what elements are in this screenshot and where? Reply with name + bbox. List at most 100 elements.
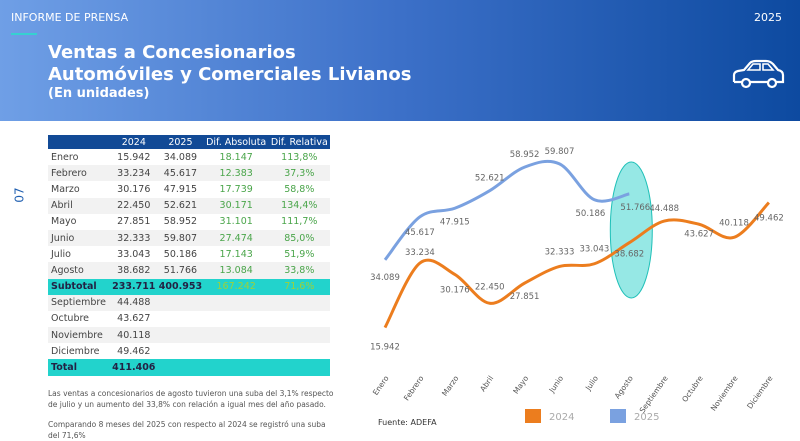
x-tick-label: Diciembre <box>745 374 775 411</box>
table-row: Febrero 33.234 45.617 12.383 37,3% <box>48 165 330 182</box>
x-tick-label: Julio <box>583 374 600 393</box>
series-line-2024 <box>383 201 771 329</box>
table-cell: 33.043 <box>117 248 151 260</box>
data-label: 15.942 <box>370 343 400 353</box>
table-cell: 17.143 <box>219 248 253 260</box>
table-cell: 59.807 <box>157 229 204 247</box>
x-tick-label: Enero <box>371 374 391 397</box>
x-tick-label: Agosto <box>613 374 635 401</box>
column-header: 2024 <box>110 135 158 149</box>
table-cell: 52.621 <box>157 197 204 214</box>
table-header: 2024 2025 Dif. Absoluta Dif. Relativa <box>48 135 330 149</box>
note: Las ventas a concesionarios de agosto tu… <box>48 389 334 409</box>
table-cell: 49.462 <box>117 345 151 357</box>
table-cell: 38.682 <box>110 262 158 279</box>
table-cell: 27.851 <box>117 216 151 228</box>
table-row: Junio 32.333 59.807 27.474 85,0% <box>48 229 330 247</box>
data-label: 32.333 <box>545 247 575 257</box>
data-label: 22.450 <box>475 282 505 292</box>
table-cell: 22.450 <box>110 197 158 214</box>
x-tick-label: Noviembre <box>709 374 740 413</box>
table-row: Octubre 43.627 <box>48 311 330 327</box>
table-row: Diciembre 49.462 <box>48 343 330 359</box>
table-cell: Mayo <box>51 216 77 228</box>
table-cell: 15.942 <box>117 151 151 163</box>
table-cell: 411.406 <box>110 359 158 376</box>
data-label: 40.118 <box>719 218 749 228</box>
source: Fuente: ADEFA <box>378 418 437 427</box>
data-label: 33.234 <box>405 248 435 258</box>
legend-label: 2025 <box>634 412 659 423</box>
table-row: Mayo 27.851 58.952 31.101 111,7% <box>48 214 330 230</box>
year: 2025 <box>754 11 782 24</box>
sales-table: 2024 2025 Dif. Absoluta Dif. Relativa Enero 1… <box>48 135 330 376</box>
table-cell: Junio <box>48 229 111 247</box>
table-cell: 50.186 <box>163 248 198 260</box>
table-cell: 51.766 <box>157 262 204 279</box>
table-row: Abril 22.450 52.621 30.171 134,4% <box>48 197 330 214</box>
table-cell: Noviembre <box>48 327 111 344</box>
total-row: Total 411.406 <box>48 359 330 376</box>
divider <box>11 33 37 35</box>
data-label: 49.462 <box>754 214 784 224</box>
x-tick-label: Abril <box>478 374 495 393</box>
x-tick-label: Febrero <box>402 374 426 403</box>
table-row: Agosto 38.682 51.766 13.084 33,8% <box>48 262 330 279</box>
data-label: 34.089 <box>370 273 400 283</box>
column-header: Dif. Relativa <box>268 135 330 149</box>
data-label: 47.915 <box>440 217 470 227</box>
table-cell: 34.089 <box>163 151 198 163</box>
data-label: 38.682 <box>614 250 644 260</box>
table-row: Noviembre 40.118 <box>48 327 330 344</box>
page-title: Ventas a Concesionarios Automóviles y Com… <box>48 42 411 86</box>
header: INFORME DE PRENSA 2025 Ventas a Concesio… <box>0 0 800 121</box>
table-cell: 58.952 <box>163 216 198 228</box>
data-label: 30.176 <box>440 285 470 295</box>
x-tick-label: Septiembre <box>638 374 670 415</box>
table-cell: Diciembre <box>51 345 100 357</box>
table-cell: 233.711 <box>110 278 158 295</box>
table-cell: 31.101 <box>219 216 253 228</box>
data-label: 50.186 <box>576 209 606 219</box>
series-line-2025 <box>383 159 630 261</box>
table-cell: Abril <box>48 197 111 214</box>
table-cell: 33,8% <box>268 262 330 279</box>
table-cell: 58,8% <box>284 183 315 195</box>
table-cell: 27.474 <box>203 229 269 247</box>
table-cell: 45.617 <box>157 165 204 182</box>
legend-swatch <box>610 409 626 423</box>
data-label: 27.851 <box>510 292 540 302</box>
table-cell: Febrero <box>48 165 111 182</box>
table-cell: 85,0% <box>268 229 330 247</box>
table-cell: 44.488 <box>110 294 158 311</box>
table-cell: 12.383 <box>203 165 269 182</box>
table-cell: 40.118 <box>110 327 158 344</box>
table-cell: 113,8% <box>281 151 318 163</box>
data-label: 44.488 <box>649 204 679 214</box>
car-icon <box>732 59 785 89</box>
kicker: INFORME DE PRENSA <box>11 11 129 24</box>
title-line: Automóviles y Comerciales Livianos <box>48 64 412 85</box>
subtotal-row: Subtotal 233.711 400.953 167.242 71,6% <box>48 278 330 295</box>
table-cell: 400.953 <box>157 278 204 295</box>
legend-swatch <box>525 409 541 423</box>
data-label: 45.617 <box>405 228 435 238</box>
table-row: Julio 33.043 50.186 17.143 51,9% <box>48 246 330 262</box>
table-cell: 47.915 <box>163 183 198 195</box>
column-header <box>48 135 111 149</box>
table-cell: Subtotal <box>48 278 111 295</box>
table-cell: 71,6% <box>268 278 330 295</box>
table-cell: Marzo <box>51 183 80 195</box>
table-cell: 51,9% <box>284 248 315 260</box>
table-cell: 111,7% <box>281 216 318 228</box>
data-label: 58.952 <box>510 150 540 160</box>
x-tick-label: Octubre <box>680 374 705 404</box>
table-row: Marzo 30.176 47.915 17.739 58,8% <box>48 181 330 197</box>
data-label: 52.621 <box>475 174 505 184</box>
x-tick-label: Mayo <box>511 374 530 396</box>
table-row: Enero 15.942 34.089 18.147 113,8% <box>48 149 330 165</box>
column-header: 2025 <box>157 135 204 149</box>
table-cell: 32.333 <box>110 229 158 247</box>
table-cell: 167.242 <box>203 278 269 295</box>
table-cell: 37,3% <box>268 165 330 182</box>
